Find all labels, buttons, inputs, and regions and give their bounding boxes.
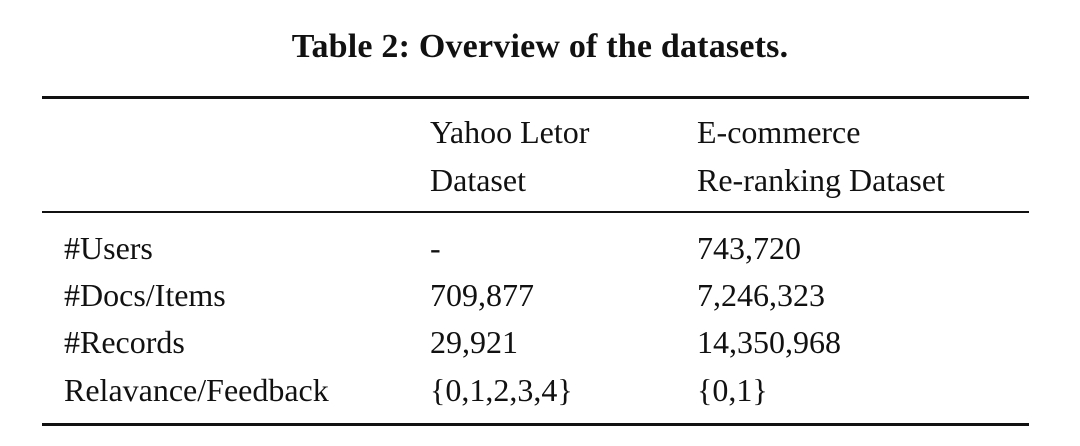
row-docs-ecommerce: 7,246,323: [697, 277, 825, 313]
row-records-yahoo: 29,921: [430, 324, 518, 360]
table-caption: Table 2: Overview of the datasets.: [291, 28, 789, 65]
row-relevance-yahoo: {0,1,2,3,4}: [430, 372, 573, 408]
row-relevance-ecommerce: {0,1}: [697, 372, 768, 408]
header-ecommerce-line2: Re-ranking Dataset: [697, 162, 945, 198]
table-top-rule: [42, 96, 1029, 99]
table-header-rule: [42, 211, 1029, 213]
header-ecommerce-line1: E-commerce: [697, 114, 861, 150]
table-bottom-rule: [42, 423, 1029, 426]
row-docs-yahoo: 709,877: [430, 277, 534, 313]
row-relevance-label: Relavance/Feedback: [64, 372, 329, 408]
header-yahoo-line1: Yahoo Letor: [430, 114, 590, 150]
row-docs-label: #Docs/Items: [64, 277, 226, 313]
row-records-ecommerce: 14,350,968: [697, 324, 841, 360]
row-users-ecommerce: 743,720: [697, 230, 801, 266]
row-records-label: #Records: [64, 324, 185, 360]
row-users-label: #Users: [64, 230, 153, 266]
row-users-yahoo: -: [430, 230, 441, 266]
header-yahoo-line2: Dataset: [430, 162, 526, 198]
